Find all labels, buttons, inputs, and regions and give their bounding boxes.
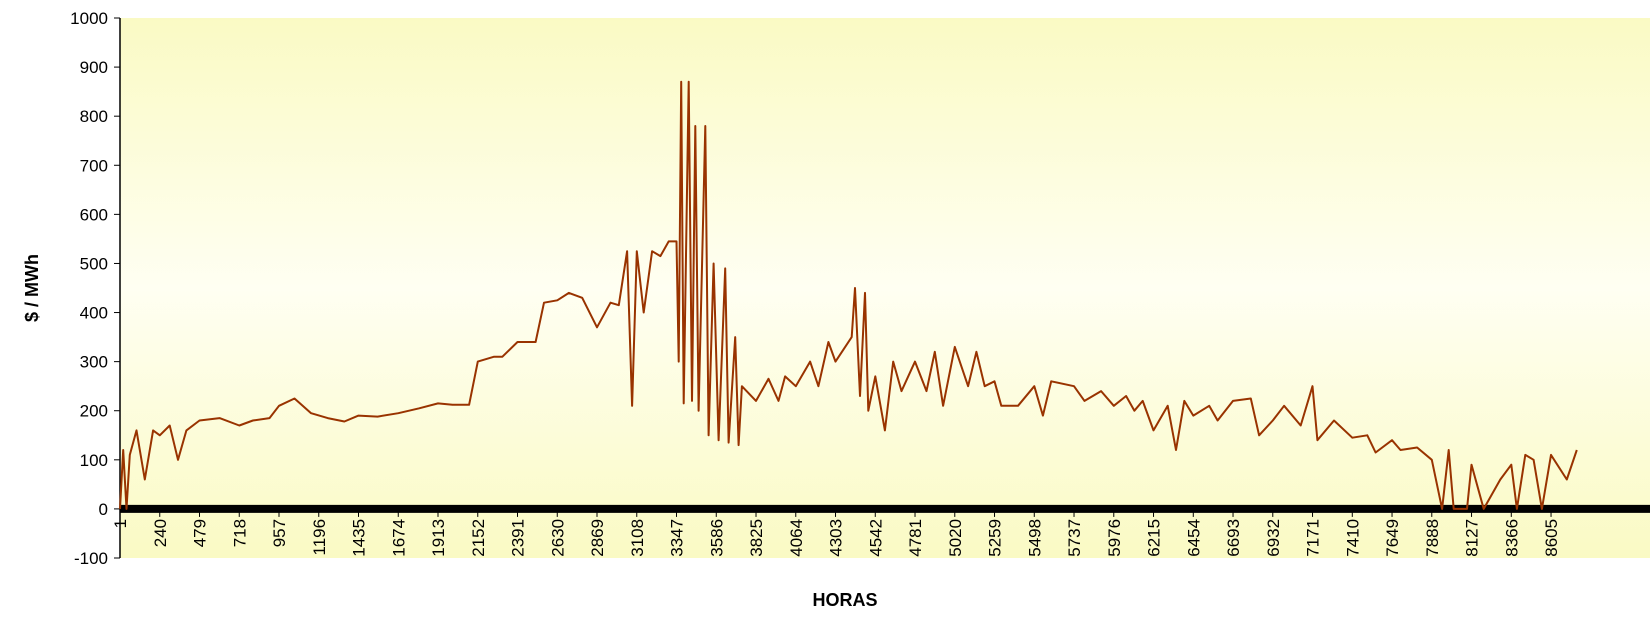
y-tick-label: 0: [99, 500, 108, 519]
x-tick-label: 1674: [389, 519, 408, 557]
x-tick-label: 3347: [668, 519, 687, 557]
x-tick-label: 3586: [707, 519, 726, 557]
x-tick-label: 7649: [1383, 519, 1402, 557]
x-tick-label: 240: [151, 519, 170, 547]
x-tick-label: 5737: [1065, 519, 1084, 557]
x-tick-label: 479: [191, 519, 210, 547]
x-tick-label: 957: [270, 519, 289, 547]
y-tick-label: 1000: [70, 9, 108, 28]
x-tick-label: 5498: [1025, 519, 1044, 557]
x-tick-label: 3825: [747, 519, 766, 557]
x-tick-label: 1913: [429, 519, 448, 557]
x-tick-label: 5020: [946, 519, 965, 557]
x-tick-label: 1435: [350, 519, 369, 557]
x-tick-label: 3108: [628, 519, 647, 557]
x-tick-label: 2391: [509, 519, 528, 557]
x-tick-label: 4542: [866, 519, 885, 557]
y-tick-label: 900: [80, 58, 108, 77]
x-tick-label: 2152: [469, 519, 488, 557]
x-tick-label: 5976: [1105, 519, 1124, 557]
plot-area: [120, 18, 1650, 558]
x-tick-label: 4064: [787, 519, 806, 557]
price-line: [119, 80, 1578, 510]
x-tick-label: 6693: [1224, 519, 1243, 557]
x-tick-label: 7171: [1304, 519, 1323, 557]
x-tick-label: 8127: [1463, 519, 1482, 557]
y-tick-label: 300: [80, 353, 108, 372]
x-tick-label: 7410: [1343, 519, 1362, 557]
y-tick-label: 200: [80, 402, 108, 421]
y-tick-label: 100: [80, 451, 108, 470]
x-tick-label: 6454: [1184, 519, 1203, 557]
x-tick-label: 8366: [1502, 519, 1521, 557]
y-tick-label: 500: [80, 254, 108, 273]
x-tick-label: 4303: [827, 519, 846, 557]
x-tick-label: 1196: [310, 519, 329, 556]
y-tick-label: 800: [80, 107, 108, 126]
x-tick-label: 7888: [1423, 519, 1442, 557]
y-tick-label: 400: [80, 304, 108, 323]
x-tick-label: 5259: [986, 519, 1005, 557]
y-tick-label: 600: [80, 205, 108, 224]
y-axis-label: $ / MWh: [22, 254, 42, 322]
x-tick-label: 2869: [588, 519, 607, 557]
x-tick-label: 718: [230, 519, 249, 547]
y-tick-label: 700: [80, 156, 108, 175]
y-tick-label: -100: [74, 549, 108, 568]
x-tick-label: 6932: [1264, 519, 1283, 557]
x-tick-label: 4781: [906, 519, 925, 557]
x-tick-label: 6215: [1145, 519, 1164, 557]
x-tick-label: 8605: [1542, 519, 1561, 557]
x-tick-label: 2630: [548, 519, 567, 557]
x-axis-label: HORAS: [812, 590, 877, 610]
